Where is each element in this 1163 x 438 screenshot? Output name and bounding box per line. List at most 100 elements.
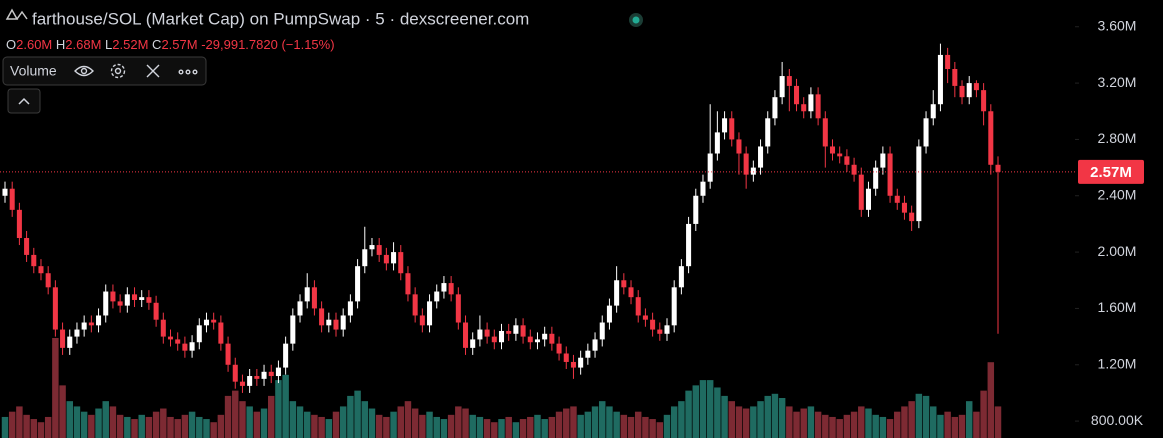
y-tick-label: 2.40M <box>1098 186 1137 202</box>
y-tick-label: 1.60M <box>1098 299 1137 315</box>
remove-icon[interactable] <box>146 64 160 78</box>
candle-body <box>189 342 195 351</box>
candle-body <box>38 266 44 274</box>
candle-body <box>700 181 706 196</box>
volume-bar <box>188 411 196 438</box>
volume-bar <box>692 385 700 438</box>
volume-bar <box>879 416 887 438</box>
volume-bar <box>102 401 109 438</box>
volume-bar <box>52 338 59 438</box>
settings-icon[interactable] <box>110 63 126 79</box>
candle-body <box>671 287 677 326</box>
collapse-button[interactable] <box>7 88 41 114</box>
candle-body <box>31 254 37 267</box>
volume-bar <box>872 414 879 438</box>
candle-body <box>463 322 469 348</box>
volume-bar <box>951 416 959 438</box>
volume-bar <box>152 411 160 438</box>
volume-bar <box>649 419 656 438</box>
candle-body <box>175 339 181 344</box>
volume-bar <box>570 406 577 438</box>
more-icon[interactable] <box>178 69 198 75</box>
candle-body <box>470 339 476 348</box>
volume-bar <box>296 406 304 438</box>
volume-bar <box>181 414 189 438</box>
candle-body <box>635 297 641 316</box>
logo-icon <box>5 8 28 20</box>
volume-bar <box>275 380 282 438</box>
candle-body <box>45 273 51 288</box>
candle-body <box>822 118 828 147</box>
volume-bar <box>30 419 38 438</box>
volume-bar <box>613 411 620 438</box>
volume-bar <box>73 406 81 438</box>
candle-body <box>412 294 418 316</box>
candle-body <box>290 315 296 344</box>
volume-bar <box>541 419 548 438</box>
candle-body <box>203 319 209 326</box>
candle-body <box>527 336 533 343</box>
candle-body <box>275 367 281 377</box>
candle-body <box>599 322 605 340</box>
volume-bar <box>750 406 757 438</box>
volume-bar <box>980 390 987 438</box>
volume-bar <box>786 406 793 438</box>
volume-bar <box>210 422 217 438</box>
candle-body <box>254 376 260 379</box>
volume-bar <box>800 408 807 438</box>
volume-bar <box>260 408 268 438</box>
candle-body <box>355 266 361 302</box>
change-value: -29,991.7820 (−1.15%) <box>201 37 334 52</box>
volume-bar <box>965 401 973 438</box>
candle-body <box>592 339 598 351</box>
candle-body <box>578 357 584 368</box>
volume-bar <box>95 408 102 438</box>
candle-body <box>405 273 411 295</box>
eye-icon[interactable] <box>74 65 94 77</box>
candle-body <box>880 153 886 168</box>
volume-bar <box>390 411 397 438</box>
candle-body <box>225 343 231 365</box>
volume-bar <box>167 416 174 438</box>
volume-bar <box>987 362 995 438</box>
candle-body <box>24 238 30 255</box>
volume-bar <box>858 406 865 438</box>
candle-body <box>88 322 94 326</box>
candle-body <box>729 118 735 140</box>
volume-bar <box>663 414 671 438</box>
volume-bar <box>433 416 440 438</box>
volume-bar <box>224 395 232 438</box>
candle-body <box>96 315 102 326</box>
volume-bar <box>814 411 822 438</box>
volume-bar <box>440 419 448 438</box>
candle-body <box>60 329 66 348</box>
candle-body <box>937 54 943 105</box>
candle-body <box>657 329 663 334</box>
y-tick-label: 3.60M <box>1098 17 1137 33</box>
candle-body <box>750 167 756 175</box>
candle-body <box>398 252 404 274</box>
candle-body <box>124 294 130 306</box>
candle-body <box>606 305 612 323</box>
volume-pill[interactable]: Volume <box>2 56 207 86</box>
last-price-label: 2.57M <box>1090 164 1132 181</box>
volume-bar <box>44 416 52 438</box>
candle-body <box>498 330 505 343</box>
candle-body <box>973 83 979 91</box>
volume-bar <box>145 416 153 438</box>
volume-bar <box>793 411 800 438</box>
candle-body <box>621 280 627 288</box>
candle-body <box>196 325 202 343</box>
volume-bar <box>476 416 484 438</box>
y-tick-label: 2.80M <box>1098 130 1137 146</box>
volume-bar <box>505 416 512 438</box>
ohlc-key: H <box>56 37 65 52</box>
candle-body <box>714 132 720 154</box>
candle-body <box>930 104 936 119</box>
candle-body <box>678 266 684 288</box>
volume-icons <box>74 63 198 79</box>
volume-bar <box>131 419 138 438</box>
candle-body <box>628 287 634 298</box>
volume-bar <box>670 406 678 438</box>
volume-bar <box>375 414 383 438</box>
